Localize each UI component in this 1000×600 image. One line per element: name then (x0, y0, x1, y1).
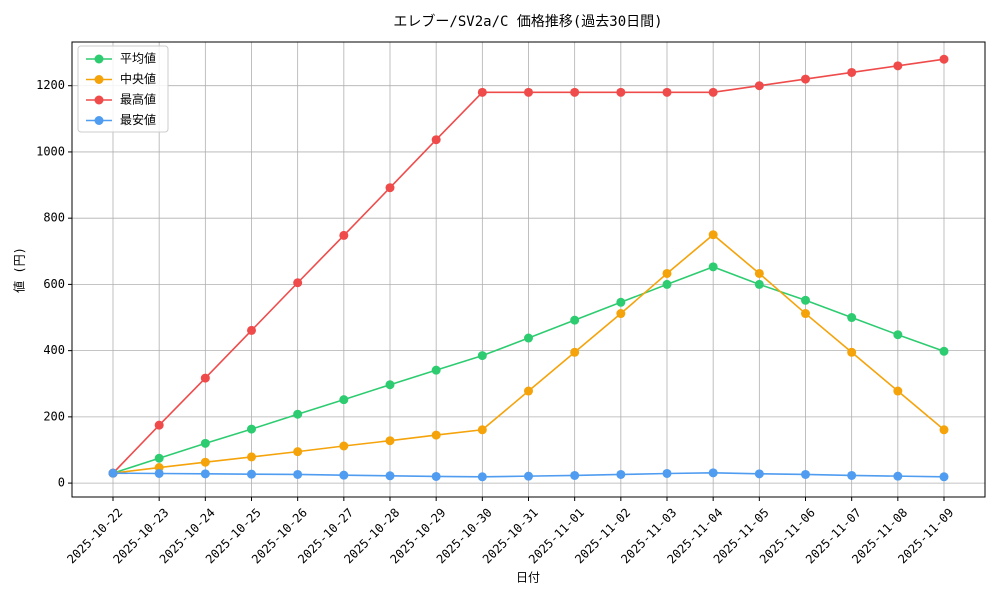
data-point (847, 347, 857, 357)
data-point (754, 81, 764, 91)
data-point (247, 469, 256, 479)
data-point (385, 183, 395, 193)
legend-marker (94, 95, 104, 105)
data-point (385, 380, 395, 390)
data-point (339, 441, 349, 451)
y-axis-label: 値 (円) (12, 247, 27, 293)
y-tick-label: 600 (43, 277, 65, 291)
legend-label: 平均値 (120, 51, 156, 66)
data-point (200, 373, 210, 383)
data-point (708, 262, 718, 272)
data-point (293, 409, 303, 419)
data-point (754, 469, 764, 479)
data-point (524, 471, 533, 481)
data-point (754, 268, 764, 278)
data-point (662, 279, 672, 289)
data-point (524, 333, 533, 343)
data-point (339, 230, 349, 240)
data-point (477, 425, 487, 435)
data-point (939, 54, 949, 64)
data-point (477, 351, 487, 361)
data-point (847, 67, 857, 77)
data-point (477, 472, 487, 482)
y-tick-label: 1200 (36, 78, 65, 92)
legend-marker (94, 75, 104, 84)
y-tick-label: 200 (43, 409, 65, 423)
y-tick-label: 1000 (36, 144, 65, 158)
data-point (847, 313, 857, 323)
data-point (662, 87, 672, 97)
data-point (431, 471, 441, 481)
data-point (431, 135, 441, 145)
data-point (385, 436, 395, 446)
data-point (939, 425, 949, 435)
legend-box (77, 45, 169, 133)
data-point (570, 347, 580, 357)
data-point (893, 61, 903, 71)
data-point (154, 453, 164, 463)
chart-title: エレブー/SV2a/C 価格推移(過去30日間) (393, 13, 662, 30)
data-point (385, 471, 395, 481)
data-point (616, 309, 626, 319)
data-point (431, 365, 441, 375)
data-point (616, 469, 626, 479)
data-point (847, 470, 857, 480)
data-point (524, 87, 533, 97)
y-tick-label: 800 (43, 211, 65, 225)
data-point (801, 309, 810, 319)
data-point (247, 325, 256, 335)
legend-marker (94, 54, 104, 64)
plot-frame (71, 41, 986, 498)
data-point (939, 472, 949, 482)
data-point (893, 386, 903, 396)
legend-label: 最高値 (120, 92, 156, 107)
data-point (570, 87, 580, 97)
legend-label: 最安値 (120, 112, 156, 127)
data-point (754, 279, 764, 289)
y-tick-label: 400 (43, 343, 65, 357)
data-point (801, 295, 810, 305)
data-point (939, 346, 949, 356)
data-point (570, 470, 580, 480)
data-point (247, 424, 256, 434)
data-point (431, 430, 441, 440)
data-point (708, 468, 718, 478)
data-point (801, 469, 810, 479)
data-point (662, 468, 672, 478)
data-point (154, 420, 164, 430)
data-point (616, 297, 626, 307)
data-point (708, 87, 718, 97)
data-point (293, 447, 303, 457)
data-point (893, 330, 903, 340)
data-point (293, 469, 303, 479)
data-point (200, 457, 210, 467)
data-point (108, 468, 118, 478)
data-point (893, 471, 903, 481)
data-point (339, 470, 349, 480)
y-tick-label: 0 (58, 476, 65, 490)
data-point (708, 230, 718, 240)
data-point (154, 468, 164, 478)
data-point (293, 278, 303, 288)
legend-marker (94, 116, 104, 125)
data-point (339, 395, 349, 405)
data-point (247, 452, 256, 462)
data-point (477, 87, 487, 97)
data-point (570, 315, 580, 325)
data-point (200, 438, 210, 448)
data-point (662, 268, 672, 278)
data-point (616, 87, 626, 97)
data-point (200, 469, 210, 479)
data-point (801, 74, 810, 84)
data-point (524, 386, 533, 396)
legend-label: 中央値 (120, 71, 156, 86)
x-axis-label: 日付 (516, 571, 540, 585)
